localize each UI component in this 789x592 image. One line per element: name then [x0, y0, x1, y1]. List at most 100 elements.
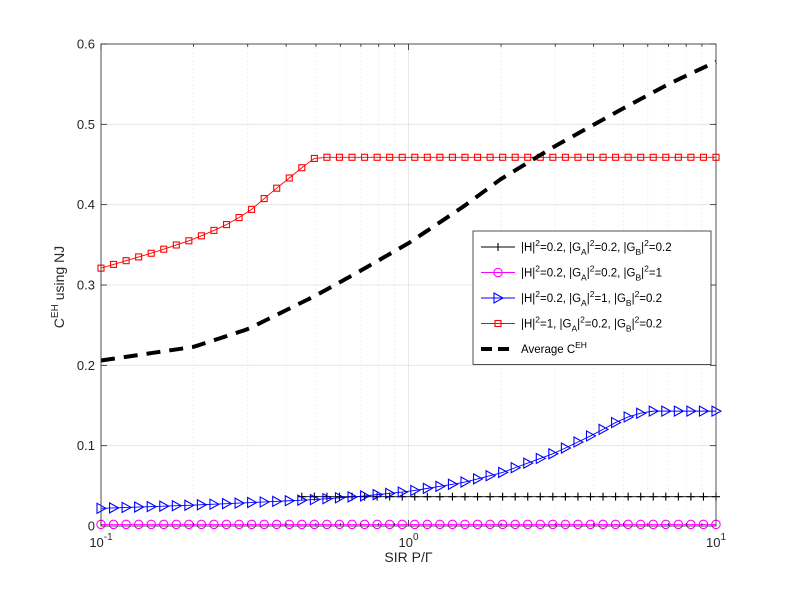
legend-text: Average C [521, 344, 575, 356]
data-point [372, 488, 384, 501]
legend-item: Average CEH [481, 340, 587, 356]
data-point [673, 519, 684, 530]
data-point [297, 492, 306, 501]
data-point [661, 405, 672, 418]
y-tick-label: 0 [88, 519, 95, 534]
x-tick-exp: 1 [720, 532, 726, 543]
x-axis-label: SIR P/Γ [384, 549, 432, 565]
data-point [623, 411, 635, 423]
y-axis-label-rest: using NJ [51, 246, 67, 304]
legend-text: =0.2 [649, 242, 672, 254]
data-point [347, 519, 357, 530]
data-point [673, 405, 685, 418]
data-point [510, 461, 522, 474]
legend-superscript: 2 [644, 264, 649, 274]
legend-marker [494, 319, 502, 328]
data-point [372, 519, 382, 530]
data-point [196, 519, 207, 530]
data-point [535, 452, 547, 465]
data-point [134, 501, 145, 513]
data-point [284, 519, 295, 530]
data-point [322, 519, 332, 530]
legend-superscript: 2 [535, 289, 540, 299]
data-point [612, 153, 620, 161]
data-point [435, 480, 447, 493]
legend-text: |H| [521, 242, 535, 254]
data-point [221, 497, 233, 510]
data-point [147, 249, 155, 257]
legend-label: |H|2=1, |GA|2=0.2, |GB|2=0.2 [521, 315, 662, 334]
data-point [109, 501, 120, 514]
data-point [222, 221, 231, 229]
legend-text: =1, |G [594, 293, 625, 305]
legend-subscript: B [626, 324, 632, 334]
data-point [499, 153, 507, 161]
data-point [386, 153, 394, 161]
x-tick-base: 10 [398, 535, 412, 550]
legend-text: | [641, 268, 644, 280]
legend-item: |H|2=0.2, |GA|2=0.2, |GB|2=0.2 [481, 238, 672, 257]
data-point [297, 519, 307, 530]
data-point [110, 260, 118, 268]
data-point [486, 492, 495, 501]
series-3 [96, 405, 723, 515]
data-point [133, 519, 144, 530]
data-point [447, 478, 459, 491]
legend-text: =1, |G [540, 319, 571, 331]
data-point [310, 154, 318, 162]
data-point [624, 153, 632, 161]
data-point [472, 472, 484, 485]
data-point [361, 153, 369, 161]
data-point [648, 405, 660, 418]
data-point [485, 519, 495, 530]
data-point [298, 164, 306, 172]
data-point [448, 153, 456, 161]
data-point [586, 492, 595, 501]
data-point [686, 492, 695, 501]
data-point [210, 226, 218, 234]
legend-subscript: B [635, 273, 641, 283]
data-point [598, 519, 608, 530]
data-point [196, 498, 208, 511]
data-point [561, 153, 569, 161]
data-point [586, 153, 595, 161]
data-point [560, 442, 572, 454]
data-point [234, 519, 244, 530]
data-point [323, 153, 331, 161]
data-point [447, 519, 458, 530]
legend-text: =0.2 [639, 319, 662, 331]
legend-text: =0.2, |G [540, 268, 581, 280]
data-point [234, 497, 246, 510]
data-point [184, 519, 194, 530]
data-point [661, 519, 671, 530]
data-point [359, 519, 370, 530]
data-point [585, 429, 597, 442]
data-point [599, 153, 607, 161]
data-point [209, 519, 219, 530]
data-point [322, 492, 331, 501]
legend-marker [493, 292, 505, 304]
x-tick-label: 10-1 [89, 532, 113, 550]
axis-ticks [100, 43, 716, 527]
legend-text: =0.2, |G [594, 268, 635, 280]
x-tick-exp: 0 [413, 532, 419, 543]
data-point [661, 492, 670, 501]
data-point [309, 519, 320, 530]
data-point [636, 492, 645, 501]
series-5 [100, 59, 717, 363]
data-point [135, 253, 143, 261]
legend-item: |H|2=1, |GA|2=0.2, |GB|2=0.2 [481, 315, 662, 334]
data-point [435, 519, 445, 530]
legend-item: |H|2=0.2, |GA|2=0.2, |GB|2=1 [481, 264, 662, 283]
data-point [159, 500, 170, 513]
data-point [498, 466, 509, 479]
y-tick-labels: 0 0.1 0.2 0.3 0.4 0.5 0.6 [77, 37, 95, 534]
data-point [524, 153, 532, 161]
data-point [385, 487, 396, 500]
data-point [460, 492, 469, 501]
data-point [674, 153, 682, 161]
data-point [598, 423, 610, 436]
legend-text: |H| [521, 319, 535, 331]
data-point [410, 519, 420, 530]
legend-text: =0.2, |G [585, 319, 626, 331]
